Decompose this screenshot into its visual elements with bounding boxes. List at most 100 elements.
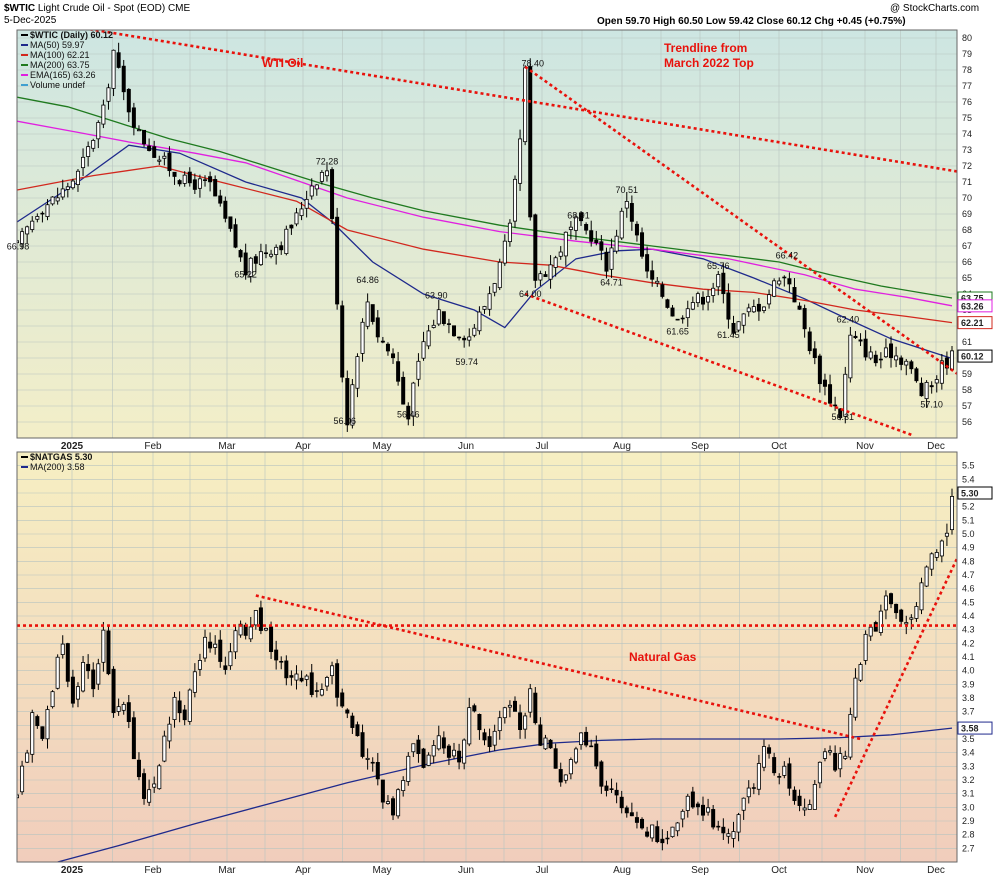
candle-body [518,712,523,730]
candle-body [645,254,650,272]
candle-body [177,700,182,714]
candle-body [25,752,30,763]
candle-body [878,358,883,361]
y-tick-label: 80 [962,33,972,43]
candle-body [50,691,55,708]
value-badge-label: 60.12 [961,352,984,362]
candle-body [614,789,619,796]
trendline [524,292,912,437]
candle-body [462,739,467,764]
candle-body [558,769,563,783]
wti-y-axis: 5657585960616263646566676869707172737475… [962,33,972,427]
candle-body [797,795,802,806]
value-badge [957,349,993,363]
candle-body [314,184,319,190]
value-badge [957,486,993,500]
y-tick-label: 2.7 [962,843,975,853]
candle-body [939,360,944,384]
candle-body [584,223,589,231]
candle-body [706,296,711,303]
candle-body [360,321,365,354]
x-tick-label: Jul [536,865,549,876]
y-tick-label: 58 [962,385,972,395]
candle-body [370,304,375,322]
candle-body [919,382,924,397]
gas-candles [17,488,955,851]
candle-body [462,337,467,341]
candle-body [863,338,868,358]
legend-entry: Volume undef [30,80,86,90]
candle-body [340,305,345,378]
candle-body [741,313,746,326]
candle-body [60,188,65,198]
candle-body [431,745,436,757]
candle-body [248,626,253,640]
y-tick-label: 3.3 [962,761,975,771]
candle-body [609,247,614,270]
candle-body [756,763,761,790]
x-tick-label: Dec [927,865,945,876]
y-tick-label: 5.2 [962,502,975,512]
candle-body [218,195,223,204]
candle-body [675,318,680,321]
candle-body [670,307,675,317]
candle-body [645,831,650,837]
candle-body [843,755,848,759]
candle-body [101,104,106,125]
candle-body [208,176,213,183]
candle-body [304,198,309,209]
candle-body [914,368,919,382]
candle-body [711,287,716,296]
candle-body [81,156,86,169]
candle-body [579,732,584,746]
candle-body [853,335,858,339]
trendline-annotation-line1: Trendline from [664,41,747,55]
candle-body [40,726,45,739]
wti-price-labels: 66.98 72.28 65.22 64.86 56.06 63.90 56.46 59.74… [7,59,943,426]
candle-body [695,803,700,808]
candle-body [177,180,182,185]
candle-body [944,532,949,537]
ma-line-ma50 [17,144,953,360]
candle-body [91,140,96,149]
candle-body [208,641,213,649]
candle-body [45,709,50,740]
candle-body [324,170,329,177]
candle-body [624,201,629,209]
y-tick-label: 65 [962,273,972,283]
y-tick-label: 4.3 [962,625,975,635]
candle-body [594,239,599,244]
candle-body [701,296,706,305]
candle-body [324,677,329,687]
candle-body [680,810,685,820]
y-tick-label: 3.4 [962,748,975,758]
candle-body [883,595,888,611]
candle-body [909,617,914,620]
candle-body [924,566,929,587]
gas-panel-border [16,451,958,863]
candle-body [482,306,487,310]
candle-body [650,824,655,839]
candle-body [263,627,268,631]
candle-body [533,692,538,724]
candle-body [86,663,91,672]
candle-body [929,385,934,388]
candle-body [878,610,883,633]
candle-body [375,317,380,338]
natural-gas-annotation: Natural Gas [629,650,697,664]
candle-body [299,208,304,217]
price-label: 66.98 [7,241,30,251]
candle-body [624,807,629,814]
candle-body [568,226,573,230]
candle-body [70,676,75,704]
candle-body [436,735,441,750]
candle-body [121,65,126,93]
candle-body [167,723,172,742]
candle-body [365,757,370,760]
trendline [255,594,861,741]
candle-body [899,357,904,365]
candle-body [675,822,680,832]
price-label: 65.76 [707,261,730,271]
x-tick-label: Nov [856,865,874,876]
y-tick-label: 76 [962,97,972,107]
